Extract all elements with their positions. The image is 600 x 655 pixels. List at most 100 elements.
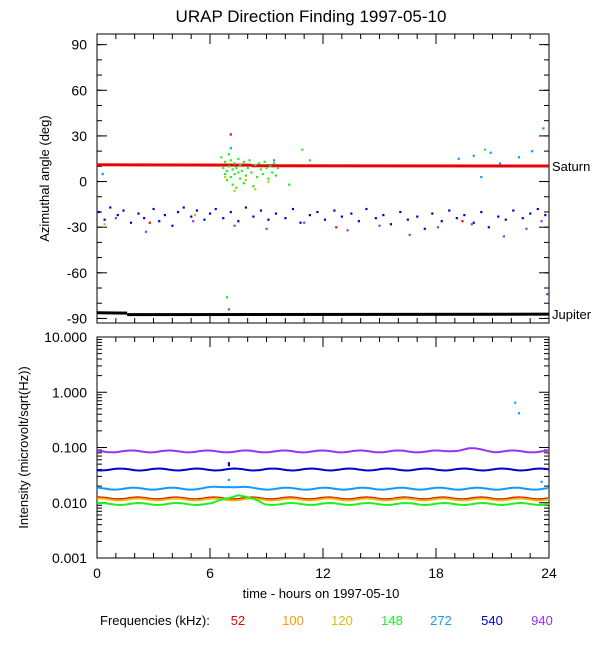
azimuth-point-148khz bbox=[243, 161, 245, 163]
azimuth-y-axis-label: Azimuthal angle (deg) bbox=[37, 115, 52, 241]
azimuth-point-148khz bbox=[262, 173, 264, 175]
intensity-point-272khz bbox=[514, 402, 516, 404]
x-tick-label: 18 bbox=[428, 565, 444, 581]
azimuth-point-540khz bbox=[529, 212, 531, 214]
azimuth-point-148khz bbox=[226, 296, 228, 298]
azimuth-point-540khz bbox=[158, 220, 160, 222]
y-tick-label: 30 bbox=[71, 128, 87, 144]
azimuth-point-148khz bbox=[247, 167, 249, 169]
azimuth-point-540khz bbox=[292, 208, 294, 210]
intensity-line-940khz bbox=[97, 448, 549, 452]
legend-item-148khz: 148 bbox=[381, 613, 403, 628]
azimuth-point-540khz bbox=[456, 217, 458, 219]
azimuth-point-272khz bbox=[473, 155, 475, 157]
azimuth-point-148khz bbox=[226, 170, 228, 172]
azimuth-point-272khz bbox=[518, 156, 520, 158]
azimuth-point-272khz bbox=[499, 162, 501, 164]
intensity-point-272khz bbox=[228, 479, 230, 481]
azimuth-point-272khz bbox=[273, 159, 275, 161]
azimuth-point-940khz bbox=[266, 228, 268, 230]
azimuth-point-272khz bbox=[230, 147, 232, 149]
azimuth-point-540khz bbox=[130, 222, 132, 224]
azimuth-point-272khz bbox=[102, 173, 104, 175]
azimuth-point-540khz bbox=[399, 211, 401, 213]
x-tick-label: 0 bbox=[93, 565, 101, 581]
azimuth-point-148khz bbox=[264, 161, 266, 163]
azimuth-point-148khz bbox=[271, 171, 273, 173]
azimuth-point-272khz bbox=[480, 176, 482, 178]
y-tick-label: -60 bbox=[67, 265, 87, 281]
azimuth-point-148khz bbox=[258, 162, 260, 164]
azimuth-point-148khz bbox=[239, 164, 241, 166]
azimuth-point-940khz bbox=[346, 229, 348, 231]
azimuth-point-940khz bbox=[379, 225, 381, 227]
azimuth-point-940khz bbox=[546, 293, 548, 295]
azimuth-point-540khz bbox=[117, 214, 119, 216]
x-axis-label: time - hours on 1997-05-10 bbox=[243, 586, 400, 601]
azimuth-point-540khz bbox=[488, 226, 490, 228]
y-tick-label: 90 bbox=[71, 37, 87, 53]
azimuth-point-52khz bbox=[230, 133, 232, 135]
azimuth-point-540khz bbox=[260, 209, 262, 211]
legend-item-940khz: 940 bbox=[531, 613, 553, 628]
azimuth-point-540khz bbox=[333, 209, 335, 211]
azimuth-point-148khz bbox=[226, 179, 228, 181]
azimuth-point-540khz bbox=[309, 214, 311, 216]
azimuth-point-940khz bbox=[540, 220, 542, 222]
azimuth-point-540khz bbox=[480, 211, 482, 213]
azimuth-point-148khz bbox=[275, 174, 277, 176]
azimuth-point-148khz bbox=[237, 158, 239, 160]
azimuth-point-540khz bbox=[448, 209, 450, 211]
azimuth-point-540khz bbox=[109, 206, 111, 208]
azimuth-point-940khz bbox=[192, 220, 194, 222]
azimuth-point-148khz bbox=[256, 176, 258, 178]
azimuth-point-540khz bbox=[122, 209, 124, 211]
azimuth-point-540khz bbox=[341, 216, 343, 218]
reference-label-jupiter: Jupiter bbox=[552, 307, 592, 322]
intensity-line-540khz bbox=[97, 469, 549, 471]
azimuth-point-540khz bbox=[416, 216, 418, 218]
azimuth-point-540khz bbox=[463, 214, 465, 216]
azimuth-point-120khz bbox=[245, 179, 247, 181]
legend-item-100khz: 100 bbox=[282, 613, 304, 628]
azimuth-point-540khz bbox=[104, 219, 106, 221]
azimuth-point-148khz bbox=[222, 167, 224, 169]
azimuth-point-540khz bbox=[275, 212, 277, 214]
azimuth-point-540khz bbox=[137, 212, 139, 214]
azimuth-point-148khz bbox=[235, 167, 237, 169]
azimuth-point-148khz bbox=[309, 159, 311, 161]
azimuth-point-540khz bbox=[252, 216, 254, 218]
azimuth-point-540khz bbox=[350, 212, 352, 214]
azimuth-point-540khz bbox=[284, 217, 286, 219]
azimuth-point-940khz bbox=[228, 308, 230, 310]
azimuth-point-148khz bbox=[233, 162, 235, 164]
azimuth-point-148khz bbox=[228, 153, 230, 155]
azimuth-point-148khz bbox=[230, 159, 232, 161]
azimuth-point-540khz bbox=[407, 219, 409, 221]
azimuth-point-52khz bbox=[335, 226, 337, 228]
azimuth-point-940khz bbox=[145, 231, 147, 233]
azimuth-point-540khz bbox=[190, 216, 192, 218]
azimuth-point-940khz bbox=[115, 217, 117, 219]
legend-title: Frequencies (kHz): bbox=[100, 613, 210, 628]
azimuth-point-540khz bbox=[375, 217, 377, 219]
azimuth-point-148khz bbox=[237, 171, 239, 173]
azimuth-point-148khz bbox=[241, 170, 243, 172]
intensity-y-axis-label: Intensity (microvolt/sqrt(Hz)) bbox=[16, 366, 31, 529]
azimuth-point-148khz bbox=[250, 171, 252, 173]
x-tick-label: 12 bbox=[315, 565, 331, 581]
azimuth-point-940khz bbox=[471, 223, 473, 225]
azimuth-point-148khz bbox=[220, 156, 222, 158]
azimuth-point-540khz bbox=[203, 219, 205, 221]
reference-label-saturn: Saturn bbox=[552, 159, 590, 174]
azimuth-plot-frame bbox=[97, 34, 549, 323]
azimuth-point-148khz bbox=[235, 187, 237, 189]
azimuth-point-148khz bbox=[254, 164, 256, 166]
y-tick-label: 0.100 bbox=[52, 440, 87, 456]
azimuth-point-148khz bbox=[239, 178, 241, 180]
azimuth-point-940khz bbox=[437, 226, 439, 228]
